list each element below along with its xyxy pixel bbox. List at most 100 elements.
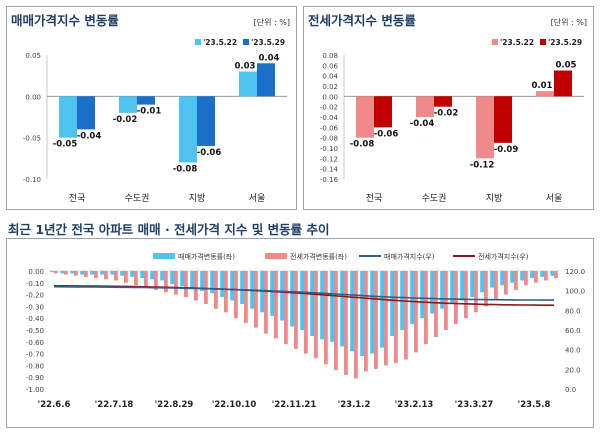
trend-sale-bar-0 [50,271,54,273]
trend-sale-bar-17 [220,271,224,297]
jeonse-data-label-3-0: 0.01 [532,81,553,91]
jeonse-data-label-0-1: -0.06 [374,129,399,139]
sale-category-label-2: 지방 [189,193,206,204]
trend-jeonse-bar-49 [544,271,548,281]
jeonse-legend-label-1: '23.5.29 [548,38,582,47]
jeonse-bar-3-0 [536,91,554,97]
sale-data-label-3-1: 0.04 [259,53,280,63]
trend-right-tick: 80.0 [565,307,581,315]
trend-xtick-7: '23.3.27 [455,400,494,410]
trend-jeonse-bar-1 [64,271,68,275]
trend-sale-bar-40 [450,271,454,305]
trend-legend-label-1: 전세가격변동률(좌) [290,252,347,261]
trend-jeonse-bar-21 [264,271,268,334]
sale-bar-3-0 [239,71,257,97]
trend-sale-bar-50 [550,271,554,276]
trend-legend-label-2: 매매가격지수(우) [384,252,435,261]
trend-jeonse-bar-7 [124,271,128,283]
trend-jeonse-bar-11 [164,271,168,293]
jeonse-category-label-2: 지방 [486,193,503,204]
jeonse-bar-1-0 [416,96,434,117]
trend-right-tick: 20.0 [565,366,581,374]
trend-jeonse-bar-42 [474,271,478,313]
trend-xtick-2: '22.8.29 [155,400,194,410]
sale-data-label-3-0: 0.03 [235,62,256,72]
trend-sale-bar-47 [520,271,524,281]
jeonse-ytick: -0.10 [320,145,338,153]
trend-sale-bar-12 [170,271,174,284]
trend-jeonse-bar-18 [234,271,238,319]
jeonse-rate-panel: 전세가격지수 변동률 [단위 : %] '23.5.22 '23.5.29 0.08… [303,6,594,210]
trend-legend-label-3: 전세가격지수(우) [478,252,529,261]
trend-sale-bar-42 [470,271,474,297]
trend-jeonse-bar-39 [444,271,448,330]
trend-xtick-0: '22.6.6 [38,400,71,410]
trend-chart: 매매가격변동률(좌) 전세가격변동률(좌) 매매가격지수(우) 전세가격지수(우) 0.… [26,252,585,410]
trend-left-tick: -0.50 [26,327,44,335]
trend-jeonse-bar-22 [274,271,278,339]
sale-legend-swatch-1 [243,39,249,45]
trend-sale-bar-41 [460,271,464,301]
jeonse-ytick: 0.08 [322,52,338,60]
trend-xtick-6: '23.2.13 [395,400,434,410]
trend-jeonse-bar-30 [354,271,358,379]
trend-sale-bar-2 [70,271,74,274]
sale-data-label-1-0: -0.02 [113,115,138,125]
trend-xtick-3: '22.10.10 [212,400,257,410]
trend-sale-bar-48 [530,271,534,279]
trend-jeonse-bar-50 [554,271,558,279]
trend-jeonse-bar-0 [54,271,58,274]
jeonse-data-label-2-1: -0.09 [494,145,519,155]
trend-left-tick: -0.40 [26,315,44,323]
trend-jeonse-bar-44 [494,271,498,301]
jeonse-data-label-2-0: -0.12 [470,160,495,170]
trend-right-tick: 120.0 [565,268,585,276]
trend-sale-bar-25 [300,271,304,330]
jeonse-rate-unit: [단위 : %] [550,18,587,27]
trend-left-tick: 0.00 [28,268,44,276]
trend-jeonse-bar-23 [284,271,288,345]
jeonse-category-label-1: 수도권 [422,192,447,204]
trend-sale-bar-5 [100,271,104,275]
trend-jeonse-bar-40 [454,271,458,325]
trend-jeonse-bar-8 [134,271,138,286]
trend-jeonse-bar-5 [104,271,108,280]
sale-rate-unit: [단위 : %] [253,18,290,27]
trend-sale-bar-4 [90,271,94,275]
trend-sale-bar-8 [130,271,134,277]
trend-jeonse-bar-24 [294,271,298,349]
sale-bar-1-1 [137,96,155,105]
trend-sale-bar-24 [290,271,294,327]
sale-bar-1-0 [119,96,137,113]
jeonse-bar-2-0 [476,96,494,159]
trend-sale-bar-3 [80,271,84,275]
sale-data-label-2-1: -0.06 [197,148,222,158]
sale-category-label-3: 서울 [249,193,266,204]
trend-jeonse-bar-14 [194,271,198,301]
jeonse-bar-0-1 [374,96,392,128]
sale-legend-swatch-0 [195,39,201,45]
trend-jeonse-bar-41 [464,271,468,319]
trend-sale-bar-45 [500,271,504,286]
jeonse-data-label-3-1: 0.05 [556,61,577,71]
trend-jeonse-bar-12 [174,271,178,295]
trend-jeonse-bar-32 [374,271,378,369]
trend-sale-bar-32 [370,271,374,354]
sale-category-label-1: 수도권 [125,192,150,204]
trend-title: 최근 1년간 전국 아파트 매매 · 전세가격 지수 및 변동률 추이 [8,222,330,237]
trend-sale-bar-39 [440,271,444,309]
jeonse-ytick: 0.02 [322,83,338,91]
sale-bar-2-1 [197,96,215,146]
sale-bar-0-1 [77,96,95,130]
trend-right-tick: 60.0 [565,327,581,335]
jeonse-bar-0-0 [356,96,374,138]
sale-ytick: -0.10 [23,176,41,184]
trend-sale-bar-30 [350,271,354,352]
jeonse-data-label-0-0: -0.08 [350,140,375,150]
trend-jeonse-bar-45 [504,271,508,295]
trend-sale-bar-37 [420,271,424,319]
trend-sale-index-line [53,285,554,301]
trend-sale-bar-26 [310,271,314,336]
trend-jeonse-bar-29 [344,271,348,375]
jeonse-legend-swatch-1 [540,39,546,45]
